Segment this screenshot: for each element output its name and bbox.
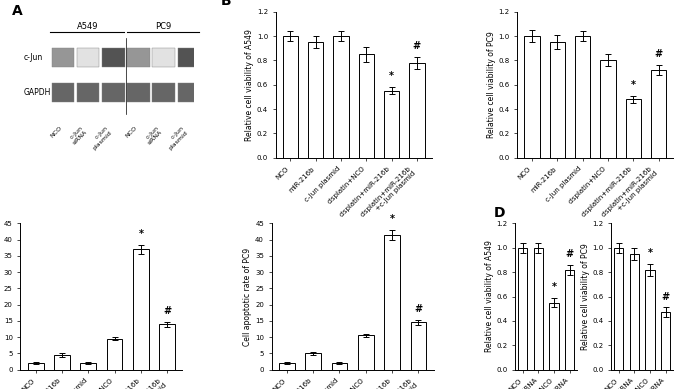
Text: #: # xyxy=(566,249,574,259)
FancyBboxPatch shape xyxy=(52,83,74,102)
Text: NCO: NCO xyxy=(125,126,139,139)
FancyBboxPatch shape xyxy=(77,48,99,67)
Y-axis label: Relative cell viability of PC9: Relative cell viability of PC9 xyxy=(581,243,590,350)
Y-axis label: Relative cell viability of A549: Relative cell viability of A549 xyxy=(245,29,254,141)
FancyBboxPatch shape xyxy=(177,48,200,67)
Bar xyxy=(28,363,44,370)
Bar xyxy=(534,248,543,370)
Bar xyxy=(159,324,175,370)
Text: B: B xyxy=(221,0,232,8)
Text: c-Jun
plasmid: c-Jun plasmid xyxy=(164,126,189,151)
Bar xyxy=(600,60,615,158)
Text: *: * xyxy=(647,248,653,258)
Text: *: * xyxy=(390,214,394,224)
Y-axis label: Cell apoptotic rate of PC9: Cell apoptotic rate of PC9 xyxy=(243,247,252,345)
Text: *: * xyxy=(631,80,636,90)
Bar xyxy=(549,42,565,158)
Bar xyxy=(384,91,399,158)
Bar xyxy=(333,36,349,158)
Bar xyxy=(630,254,639,370)
Text: c-Jun
siRNA: c-Jun siRNA xyxy=(67,126,88,146)
Y-axis label: Relative cell viability of PC9: Relative cell viability of PC9 xyxy=(487,32,496,138)
Bar xyxy=(661,312,670,370)
Y-axis label: Cell apoptotic rate of A549: Cell apoptotic rate of A549 xyxy=(0,245,1,348)
Text: *: * xyxy=(389,71,394,81)
FancyBboxPatch shape xyxy=(127,48,150,67)
Text: *: * xyxy=(139,229,143,239)
Bar xyxy=(332,363,347,370)
Bar xyxy=(107,339,122,370)
FancyBboxPatch shape xyxy=(152,83,175,102)
Bar xyxy=(614,248,624,370)
Bar xyxy=(651,70,666,158)
Bar xyxy=(359,54,374,158)
Bar xyxy=(80,363,96,370)
FancyBboxPatch shape xyxy=(152,48,175,67)
Bar xyxy=(626,99,641,158)
FancyBboxPatch shape xyxy=(77,83,99,102)
FancyBboxPatch shape xyxy=(127,83,150,102)
Text: #: # xyxy=(163,306,171,315)
Text: #: # xyxy=(654,49,662,60)
Bar xyxy=(305,353,321,370)
Text: #: # xyxy=(662,292,670,301)
Bar xyxy=(279,363,294,370)
Text: #: # xyxy=(414,304,422,314)
FancyBboxPatch shape xyxy=(102,83,124,102)
Bar xyxy=(409,63,424,158)
Text: c-Jun
siRNA: c-Jun siRNA xyxy=(143,126,164,146)
Bar xyxy=(54,355,70,370)
Bar xyxy=(283,36,298,158)
Bar xyxy=(565,270,575,370)
FancyBboxPatch shape xyxy=(102,48,124,67)
Bar xyxy=(518,248,528,370)
Bar xyxy=(645,270,655,370)
Bar xyxy=(133,249,149,370)
Text: A: A xyxy=(12,4,22,18)
Bar xyxy=(384,235,400,370)
Bar xyxy=(575,36,590,158)
Text: c-Jun: c-Jun xyxy=(24,53,43,62)
Text: A549: A549 xyxy=(78,22,99,31)
Text: #: # xyxy=(413,41,421,51)
Bar xyxy=(411,322,426,370)
Text: GAPDH: GAPDH xyxy=(24,88,51,97)
Y-axis label: Relative cell viability of A549: Relative cell viability of A549 xyxy=(485,240,494,352)
FancyBboxPatch shape xyxy=(177,83,200,102)
Bar xyxy=(524,36,540,158)
Text: *: * xyxy=(551,282,556,292)
Bar xyxy=(308,42,323,158)
Text: c-Jun
plasmid: c-Jun plasmid xyxy=(88,126,114,151)
Bar xyxy=(549,303,559,370)
Text: NCO: NCO xyxy=(50,126,63,139)
Text: PC9: PC9 xyxy=(156,22,172,31)
Bar xyxy=(358,335,374,370)
FancyBboxPatch shape xyxy=(52,48,74,67)
Text: D: D xyxy=(494,206,505,220)
